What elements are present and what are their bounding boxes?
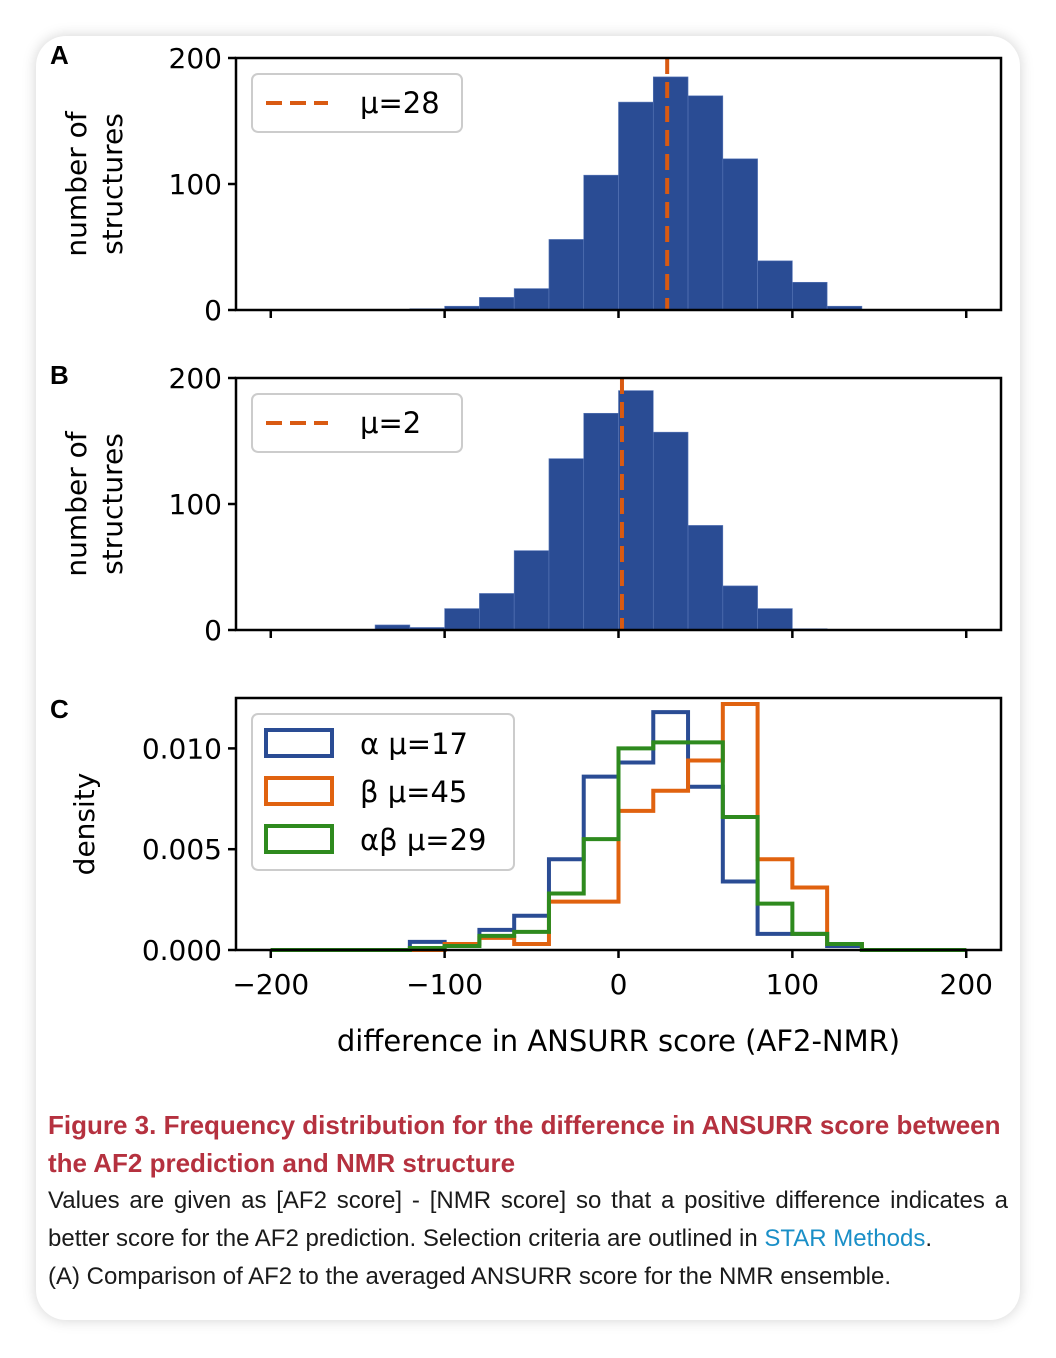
x-tick-label: −200 [232, 968, 309, 1001]
y-axis-label-line: structures [96, 113, 129, 255]
legend-label: α μ=17 [360, 727, 468, 761]
histogram-bar-b [479, 593, 515, 631]
figure-caption: Figure 3. Frequency distribution for the… [48, 1106, 1008, 1296]
panel-label-c: C [50, 694, 69, 724]
histogram-bar-a [652, 76, 689, 311]
legend-label: β μ=45 [360, 775, 467, 809]
density-step-series-3 [270, 740, 967, 952]
histogram-bar-b [652, 431, 689, 631]
y-tick-label: 0.005 [142, 833, 222, 866]
histogram-bar-b [583, 412, 619, 631]
legend-box [251, 393, 463, 453]
histogram-bar-b [548, 458, 585, 631]
histogram-bar-a [583, 174, 619, 311]
y-tick-label: 0 [204, 294, 222, 327]
panel-label-a: A [50, 40, 69, 70]
y-tick-label: 100 [169, 168, 222, 201]
legend-swatch [264, 728, 334, 758]
x-tick-label: 0 [610, 968, 628, 1001]
panel-label-b: B [50, 360, 69, 390]
histogram-bar-b [687, 525, 724, 631]
histogram-bar-a [792, 281, 828, 311]
x-tick-label: 100 [766, 968, 819, 1001]
y-tick-label: 0.000 [142, 934, 222, 967]
y-tick-label: 0.010 [142, 732, 222, 765]
legend-label: μ=2 [360, 406, 421, 440]
legend-swatch [264, 824, 334, 854]
caption-body-end: . [925, 1225, 933, 1252]
histogram-bar-a [513, 288, 550, 311]
histogram-bar-a [687, 95, 724, 311]
y-tick-label: 200 [169, 42, 222, 75]
y-tick-label: 0 [204, 614, 222, 647]
x-tick-label: −100 [406, 968, 483, 1001]
caption-body: Values are given as [AF2 score] - [NMR s… [48, 1182, 1008, 1258]
legend-label: μ=28 [360, 86, 440, 120]
histogram-bar-a [757, 260, 793, 311]
x-tick-label: 200 [940, 968, 993, 1001]
histogram-bar-b [444, 608, 480, 631]
histogram-bar-b [757, 608, 793, 631]
legend-swatch [264, 776, 334, 806]
y-axis-label-line: number of [60, 110, 93, 256]
y-axis-label-line: structures [96, 433, 129, 575]
y-axis-label: density [68, 773, 101, 876]
histogram-bar-a [722, 158, 758, 311]
histogram-bar-a [618, 101, 654, 311]
y-axis-label-line: number of [60, 430, 93, 576]
y-axis-label: number of structures [60, 110, 129, 256]
caption-panel-a-text: (A) Comparison of AF2 to the averaged AN… [48, 1263, 892, 1290]
x-axis-label: difference in ANSURR score (AF2-NMR) [337, 1024, 900, 1058]
legend-label: αβ μ=29 [360, 823, 487, 857]
legend-box [251, 73, 463, 133]
legend-box [251, 713, 515, 871]
star-methods-link[interactable]: STAR Methods [764, 1225, 926, 1252]
histogram-bar-b [513, 550, 550, 631]
y-tick-label: 100 [169, 488, 222, 521]
histogram-bar-b [722, 585, 758, 631]
caption-title: Figure 3. Frequency distribution for the… [48, 1110, 1001, 1178]
histogram-bar-a [479, 297, 515, 311]
y-tick-label: 200 [169, 362, 222, 395]
histogram-bar-a [548, 239, 585, 311]
y-axis-label: number of structures [60, 430, 129, 576]
y-axis-label-line: density [68, 773, 101, 876]
caption-body-text: Values are given as [AF2 score] - [NMR s… [48, 1187, 1008, 1252]
